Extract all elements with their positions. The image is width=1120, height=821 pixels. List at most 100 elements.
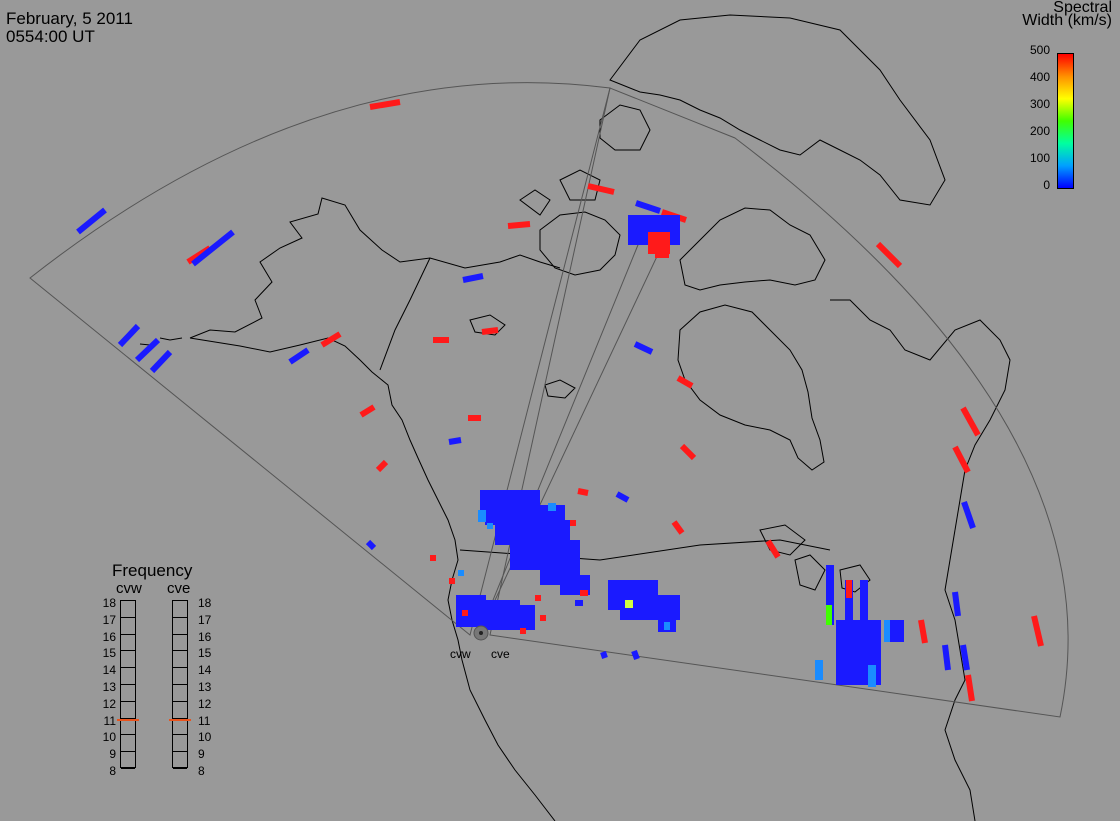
frequency-tick-cve: 9 xyxy=(198,747,205,762)
country-borders xyxy=(379,257,831,561)
echo-cell xyxy=(288,347,310,365)
radar-site-center xyxy=(479,631,483,635)
frequency-tick-cvw: 15 xyxy=(102,646,116,661)
echo-cell xyxy=(117,323,141,348)
echo-cell xyxy=(535,595,541,601)
colorbar-tick: 400 xyxy=(1029,70,1050,84)
echo-cell xyxy=(872,640,880,660)
frequency-cell-divider xyxy=(173,650,187,652)
echo-cell xyxy=(580,590,588,596)
alaska-coastline xyxy=(189,197,561,821)
labrador-coast xyxy=(830,299,1011,531)
frequency-scale-cve xyxy=(172,600,188,769)
frequency-tick-cvw: 13 xyxy=(102,680,116,694)
echo-cell xyxy=(671,520,685,535)
echo-cell xyxy=(505,605,535,630)
colorbar-tick: 500 xyxy=(1029,43,1050,57)
frequency-marker-cvw xyxy=(117,719,139,722)
frequency-panel-title: Frequency xyxy=(112,561,193,580)
echo-cell xyxy=(462,273,484,283)
fov-cvw xyxy=(29,82,611,636)
colorbar-title-line1: Spectral xyxy=(1053,0,1112,16)
echo-cell xyxy=(884,620,892,642)
echo-cell xyxy=(615,491,630,503)
echo-cell xyxy=(448,437,462,445)
echo-cell xyxy=(458,570,464,576)
fov-cve xyxy=(489,87,1069,718)
frequency-tick-cve: 17 xyxy=(198,612,212,627)
echo-cell xyxy=(676,375,694,389)
echo-cell xyxy=(134,337,161,363)
echo-cell xyxy=(507,221,531,229)
echo-cell xyxy=(625,600,633,608)
echo-cell xyxy=(875,241,903,269)
echo-cell xyxy=(826,605,832,625)
frequency-tick-cvw: 12 xyxy=(102,696,116,711)
echo-cell xyxy=(860,580,868,620)
echo-cell xyxy=(961,501,976,529)
spectral-width-colorbar xyxy=(1057,53,1074,189)
frequency-tick-cve: 14 xyxy=(198,663,212,678)
frequency-tick-cve: 12 xyxy=(198,696,212,711)
frequency-cell-divider xyxy=(121,717,135,719)
echo-cell xyxy=(600,651,608,659)
frequency-radar-label: cve xyxy=(167,580,191,597)
frequency-cell-divider xyxy=(121,734,135,736)
frequency-tick-cvw: 9 xyxy=(109,747,116,762)
echo-cell xyxy=(375,459,389,473)
frequency-tick-cvw: 10 xyxy=(102,730,116,745)
colorbar-title-line2: Width (km/s) xyxy=(1022,12,1112,29)
echo-cell xyxy=(960,406,981,437)
time-label: 0554:00 UT xyxy=(6,27,95,46)
date-label: February, 5 2011 xyxy=(6,9,133,28)
frequency-marker-cve xyxy=(169,719,191,722)
frequency-tick-cve: 8 xyxy=(198,764,205,778)
echo-cell xyxy=(655,240,669,258)
frequency-cell-divider xyxy=(173,751,187,753)
frequency-cell-divider xyxy=(121,684,135,685)
frequency-tick-cve: 10 xyxy=(198,730,212,745)
frequency-cell-divider xyxy=(121,633,135,635)
echo-cell xyxy=(577,488,589,496)
great-lakes xyxy=(759,524,871,593)
frequency-cell-divider xyxy=(173,700,187,702)
greenland xyxy=(609,14,946,206)
echo-cell xyxy=(320,331,342,348)
baffin-island xyxy=(679,207,826,291)
echo-cell xyxy=(587,183,615,195)
frequency-tick-cvw: 11 xyxy=(103,713,116,728)
echo-cell xyxy=(359,404,376,418)
echo-cell xyxy=(149,349,173,374)
frequency-tick-cve: 15 xyxy=(198,646,212,661)
frequency-cell-divider xyxy=(173,734,187,736)
echo-cell xyxy=(918,619,928,644)
frequency-tick-cvw: 8 xyxy=(109,764,116,778)
frequency-cell-divider xyxy=(173,633,187,635)
echo-cell xyxy=(826,565,834,625)
frequency-tick-cvw: 18 xyxy=(102,596,116,610)
radar-site-label: cve xyxy=(491,647,510,661)
frequency-cell-divider xyxy=(173,717,187,719)
echo-cell xyxy=(520,628,526,634)
frequency-tick-cve: 16 xyxy=(198,629,212,644)
frequency-cell-divider xyxy=(173,616,187,618)
echo-cell xyxy=(635,200,661,214)
frequency-cell-divider xyxy=(121,751,135,753)
echo-cell xyxy=(481,327,499,335)
frequency-cell-divider xyxy=(121,768,135,769)
echo-cell xyxy=(846,580,852,598)
frequency-cell-divider xyxy=(121,616,135,618)
scatter-echoes xyxy=(76,99,1044,702)
echo-cell xyxy=(952,591,961,617)
echo-cell xyxy=(540,615,546,621)
hudson-bay xyxy=(677,304,825,471)
echo-cell xyxy=(942,644,951,671)
colorbar-tick: 100 xyxy=(1029,151,1050,165)
echo-cell xyxy=(191,229,235,267)
frequency-tick-cvw: 14 xyxy=(102,663,116,678)
echo-cell xyxy=(575,600,583,606)
echo-cell xyxy=(952,445,971,474)
echo-cell xyxy=(76,207,107,235)
